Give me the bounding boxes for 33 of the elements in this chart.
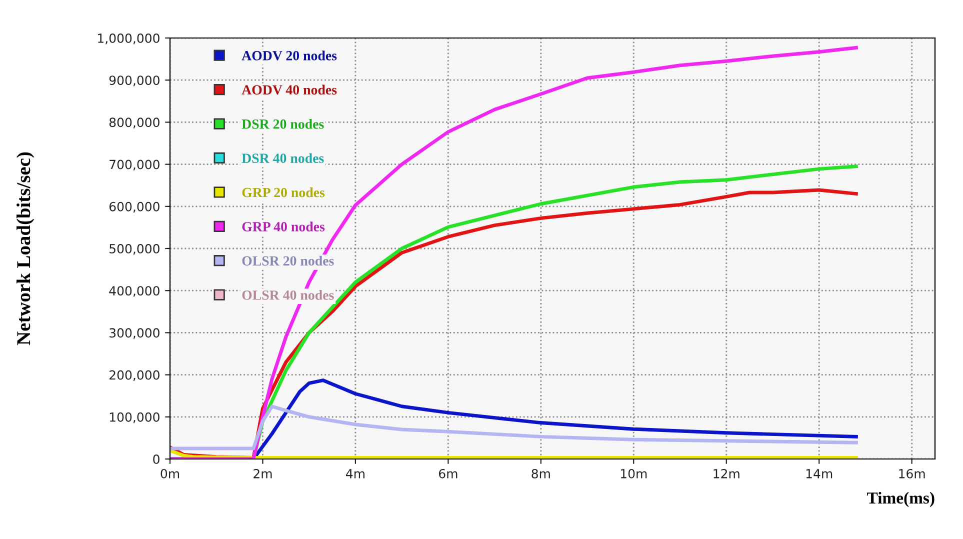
y-tick-label: 500,000 xyxy=(110,244,160,255)
y-tick-label: 0 xyxy=(153,454,160,464)
legend-label: AODV 20 nodes xyxy=(242,50,337,60)
legend-label: GRP 40 nodes xyxy=(242,222,325,232)
x-axis-title: Time(ms) xyxy=(867,492,934,508)
x-tick-label: 4m xyxy=(346,469,364,478)
x-tick-label: 2m xyxy=(254,468,272,478)
y-tick-label: 300,000 xyxy=(110,328,160,339)
x-tick-label: 16m xyxy=(899,468,925,478)
x-tick-label: 6m xyxy=(438,468,458,478)
y-tick-label: 400,000 xyxy=(109,286,160,297)
x-tick-label: 0m xyxy=(160,468,180,478)
x-tick-label: 10m xyxy=(620,468,647,478)
line-series xyxy=(170,404,858,450)
x-tick-label: 14m xyxy=(806,469,832,478)
y-tick-label: 1,000,000 xyxy=(98,33,160,44)
legend-label: DSR 40 nodes xyxy=(242,153,324,163)
line-series xyxy=(170,46,858,459)
y-axis-title: Network Load(bits/sec) xyxy=(16,152,34,346)
legend-label: GRP 20 nodes xyxy=(242,187,325,198)
y-tick-label: 600,000 xyxy=(109,202,160,213)
y-tick-label: 900,000 xyxy=(109,76,160,86)
line-series xyxy=(170,448,858,459)
legend-label: OLSR 40 nodes xyxy=(242,290,334,300)
x-tick-label: 8m xyxy=(532,468,550,478)
y-tick-label: 800,000 xyxy=(109,118,160,128)
legend-label: AODV 40 nodes xyxy=(242,84,337,95)
legend-label: OLSR 20 nodes xyxy=(242,256,334,266)
y-tick-label: 200,000 xyxy=(110,370,160,381)
y-tick-label: 100,000 xyxy=(110,412,160,424)
legend-label: DSR 20 nodes xyxy=(242,119,324,129)
x-tick-label: 12m xyxy=(714,468,740,478)
y-tick-label: 700,000 xyxy=(110,160,160,170)
